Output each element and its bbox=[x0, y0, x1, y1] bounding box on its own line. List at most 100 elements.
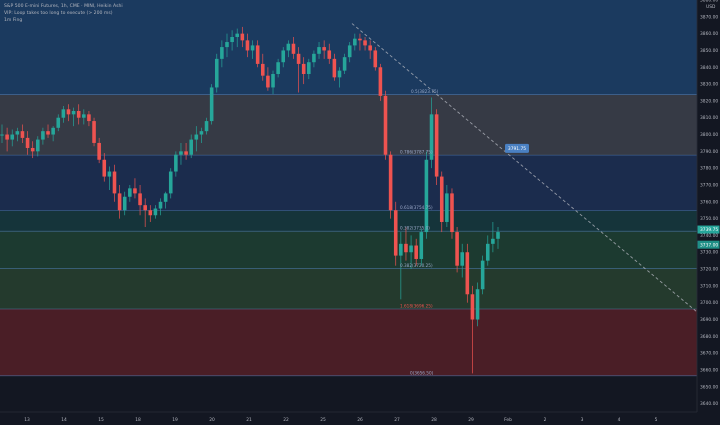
candle-body bbox=[301, 63, 306, 74]
candle bbox=[214, 53, 219, 93]
candle bbox=[475, 282, 480, 327]
candle-body bbox=[485, 243, 490, 261]
candle-body bbox=[163, 193, 168, 202]
candle-body bbox=[117, 193, 122, 211]
candle bbox=[363, 36, 367, 51]
candle bbox=[189, 134, 193, 159]
candle-body bbox=[220, 47, 224, 59]
price-badge-label: 3737.00 bbox=[700, 242, 718, 248]
candle bbox=[230, 30, 234, 51]
fib-label-6: 0(3656.50) bbox=[410, 370, 434, 375]
candle bbox=[260, 53, 265, 81]
candle bbox=[46, 124, 50, 138]
candle bbox=[250, 40, 255, 59]
candle-body bbox=[133, 188, 137, 194]
candle-body bbox=[82, 114, 86, 118]
time-tick-label: 3 bbox=[581, 417, 584, 423]
candle bbox=[0, 124, 4, 143]
candle-body bbox=[240, 33, 245, 41]
candle bbox=[450, 188, 454, 239]
symbol-title[interactable]: S&P 500 E-mini Futures, 1h, CME · MINI, … bbox=[4, 4, 123, 9]
price-tick-label: 3690.00 bbox=[700, 317, 718, 323]
candle-body bbox=[445, 193, 449, 222]
candle-body bbox=[179, 151, 183, 155]
candle bbox=[342, 53, 347, 74]
annotation-label: 3791.75 bbox=[508, 146, 526, 152]
candle bbox=[41, 127, 45, 145]
candle-body bbox=[460, 252, 464, 266]
fib-zone-0 bbox=[0, 94, 697, 156]
candle bbox=[312, 50, 316, 68]
candle-body bbox=[332, 58, 337, 78]
candle-body bbox=[260, 63, 265, 76]
fib-label-2: 0.618(3754.75) bbox=[400, 205, 433, 210]
script-name[interactable]: 1m Fing bbox=[4, 18, 23, 23]
price-badge-bg bbox=[697, 240, 720, 249]
candle bbox=[225, 33, 229, 58]
candle-body bbox=[455, 232, 459, 266]
price-tick-label: 3750.00 bbox=[700, 216, 718, 222]
candle-body bbox=[214, 58, 219, 88]
candle bbox=[174, 151, 178, 177]
time-tick-label: 15 bbox=[98, 417, 104, 423]
candle bbox=[66, 104, 71, 122]
candle-body bbox=[480, 260, 485, 290]
candle-body bbox=[271, 73, 275, 88]
fib-label-4: 0.382(3720.25) bbox=[400, 263, 433, 268]
candle bbox=[20, 124, 25, 143]
candle-body bbox=[30, 147, 35, 152]
candle bbox=[163, 191, 168, 209]
candle bbox=[496, 227, 500, 249]
price-tick-label: 3660.00 bbox=[700, 367, 718, 373]
candle-body bbox=[102, 159, 107, 177]
candle bbox=[373, 47, 378, 71]
candle bbox=[286, 40, 291, 58]
price-tick-label: 3870.00 bbox=[700, 14, 718, 20]
candle-body bbox=[450, 193, 454, 233]
trend-line bbox=[351, 23, 701, 315]
script-warning: VIP: Loop takes too long to execute (> 2… bbox=[4, 11, 113, 16]
candle-body bbox=[419, 232, 424, 259]
price-tick-label: 3670.00 bbox=[700, 351, 718, 357]
candle-body bbox=[496, 232, 500, 239]
candle bbox=[204, 117, 209, 135]
price-tick-label: 3650.00 bbox=[700, 384, 718, 390]
candle bbox=[148, 205, 153, 222]
candle-body bbox=[429, 114, 434, 160]
candle-body bbox=[337, 70, 342, 78]
candle bbox=[455, 227, 459, 273]
time-tick-label: 14 bbox=[61, 417, 67, 423]
candle-body bbox=[491, 238, 495, 244]
candle bbox=[281, 47, 286, 68]
price-tick-label: 3760.00 bbox=[700, 199, 718, 205]
currency-label: USD bbox=[706, 4, 716, 10]
candle bbox=[460, 243, 464, 278]
candle bbox=[36, 136, 40, 157]
candle-body bbox=[61, 109, 66, 118]
candle bbox=[153, 205, 158, 219]
candle-body bbox=[97, 142, 101, 160]
candle-body bbox=[414, 245, 418, 259]
time-tick-label: 29 bbox=[468, 417, 474, 423]
candle bbox=[82, 109, 86, 125]
candle bbox=[409, 235, 413, 270]
fib-zone-2 bbox=[0, 210, 697, 232]
candle-body bbox=[465, 252, 470, 295]
candle bbox=[419, 228, 424, 266]
candle bbox=[404, 227, 408, 261]
candle-body bbox=[168, 171, 173, 194]
candle bbox=[434, 109, 439, 185]
candle bbox=[15, 127, 20, 142]
fib-label-0: 0.5(3823.75) bbox=[411, 89, 439, 94]
candle-body bbox=[230, 36, 234, 43]
candle-body bbox=[189, 139, 193, 155]
fib-label-3: 0.382(3735.0) bbox=[400, 226, 430, 231]
candle bbox=[465, 243, 470, 303]
candle bbox=[102, 153, 107, 182]
candle-body bbox=[143, 205, 147, 211]
candle-body bbox=[409, 245, 413, 253]
time-tick-label: 20 bbox=[209, 417, 215, 423]
time-tick-label: 5 bbox=[655, 417, 658, 423]
